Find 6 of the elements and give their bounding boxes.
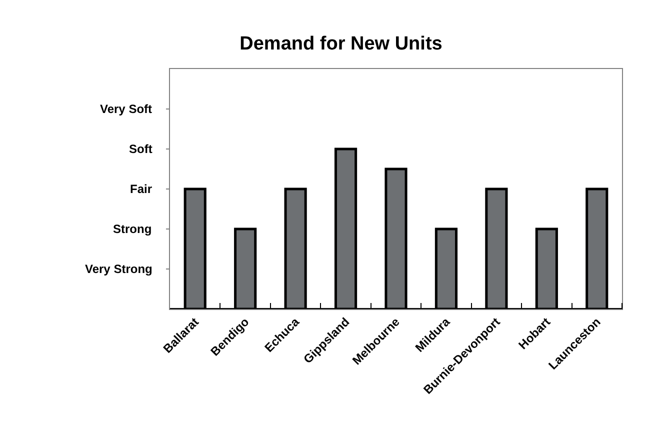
text: Fair [130, 182, 152, 196]
chart-title: Demand for New Units [240, 34, 442, 55]
text: Very Strong [85, 262, 152, 276]
text: Very Soft [100, 102, 152, 116]
text: Strong [113, 222, 152, 236]
text: Soft [129, 142, 152, 156]
